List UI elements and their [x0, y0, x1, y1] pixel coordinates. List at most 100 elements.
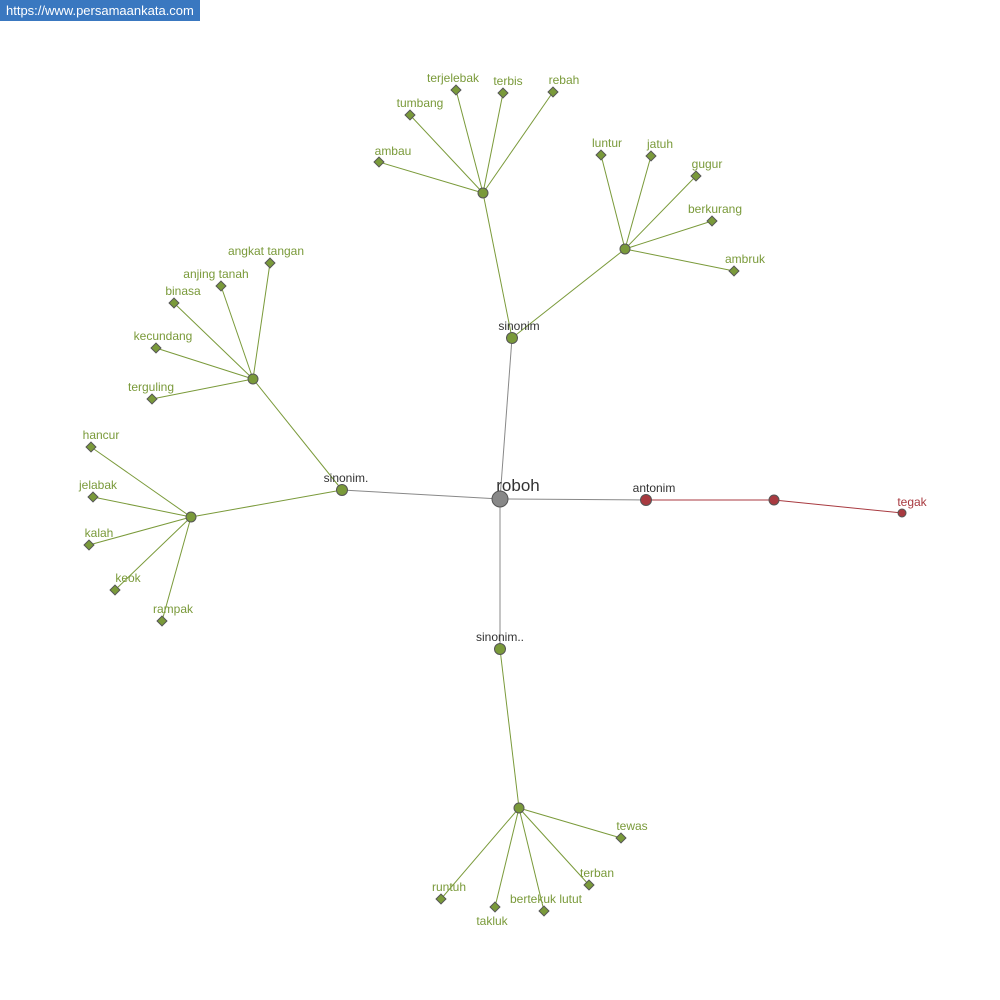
edge [482, 92, 504, 194]
edge [220, 285, 254, 380]
edge [440, 807, 520, 900]
word-node[interactable] [156, 615, 168, 627]
edge [341, 489, 501, 500]
edge [378, 161, 484, 194]
edge [161, 516, 192, 622]
edge [624, 248, 735, 272]
edge [90, 446, 192, 518]
edge [114, 516, 192, 591]
edge [600, 154, 626, 250]
edge [499, 337, 513, 500]
cluster-hub-node[interactable] [619, 243, 631, 255]
word-label[interactable]: tewas [616, 819, 647, 833]
cluster-hub-node[interactable] [477, 187, 489, 199]
synonym-group-node[interactable] [336, 484, 348, 496]
antonym-label[interactable]: antonim [633, 481, 676, 495]
edge [252, 378, 343, 491]
word-node[interactable] [645, 150, 657, 162]
synonym-group-label[interactable]: sinonim [498, 319, 539, 333]
word-node[interactable] [435, 893, 447, 905]
synonym-group-label[interactable]: sinonim.. [476, 630, 524, 644]
edge [518, 807, 622, 839]
word-node[interactable] [109, 584, 121, 596]
word-node[interactable] [146, 393, 158, 405]
word-label[interactable]: ambruk [725, 252, 766, 266]
edge [499, 648, 520, 809]
site-url-banner[interactable]: https://www.persamaankata.com [0, 0, 200, 21]
word-label[interactable]: berkurang [688, 202, 742, 216]
antonym-node[interactable] [640, 494, 652, 506]
edge [494, 807, 520, 908]
word-node[interactable] [87, 491, 99, 503]
word-label[interactable]: terjelebak [427, 71, 480, 85]
word-node[interactable] [595, 149, 607, 161]
word-node[interactable] [215, 280, 227, 292]
word-label[interactable]: tumbang [397, 96, 444, 110]
word-node[interactable] [583, 879, 595, 891]
word-node[interactable] [168, 297, 180, 309]
cluster-hub-node[interactable] [247, 373, 259, 385]
edge [499, 498, 647, 501]
edge [88, 516, 192, 546]
word-label[interactable]: terbis [493, 74, 522, 88]
word-label[interactable]: kalah [85, 526, 114, 540]
edge [624, 220, 713, 250]
word-label[interactable]: binasa [165, 284, 201, 298]
word-label[interactable]: kecundang [134, 329, 193, 343]
edge [624, 155, 652, 250]
word-label[interactable]: bertekuk lutut [510, 892, 583, 906]
word-node[interactable] [264, 257, 276, 269]
word-node[interactable] [728, 265, 740, 277]
word-node[interactable] [150, 342, 162, 354]
word-node[interactable] [690, 170, 702, 182]
edge [155, 347, 254, 380]
word-label[interactable]: hancur [83, 428, 120, 442]
word-node[interactable] [85, 441, 97, 453]
cluster-hub-node[interactable] [185, 511, 197, 523]
edge [511, 248, 626, 339]
synonym-group-node[interactable] [506, 332, 518, 344]
word-label[interactable]: jatuh [646, 137, 673, 151]
word-label[interactable]: terguling [128, 380, 174, 394]
word-node[interactable] [615, 832, 627, 844]
word-node[interactable] [547, 86, 559, 98]
word-label[interactable]: rampak [153, 602, 194, 616]
word-label[interactable]: anjing tanah [183, 267, 248, 281]
cluster-hub-node[interactable] [513, 802, 525, 814]
word-node[interactable] [897, 508, 907, 518]
root-node[interactable] [491, 490, 509, 508]
word-node[interactable] [83, 539, 95, 551]
word-label[interactable]: jelabak [78, 478, 118, 492]
edge [482, 91, 554, 194]
edge [624, 175, 697, 250]
word-label[interactable]: ambau [375, 144, 412, 158]
word-label[interactable]: runtuh [432, 880, 466, 894]
edge [92, 496, 192, 518]
edge [773, 499, 903, 514]
edge [409, 114, 484, 194]
word-node[interactable] [538, 905, 550, 917]
word-label[interactable]: keok [115, 571, 141, 585]
edge [482, 192, 513, 339]
word-label[interactable]: tegak [897, 495, 927, 509]
word-node[interactable] [450, 84, 462, 96]
word-label[interactable]: luntur [592, 136, 622, 150]
word-node[interactable] [404, 109, 416, 121]
word-node[interactable] [706, 215, 718, 227]
word-node[interactable] [489, 901, 501, 913]
edge [173, 302, 254, 380]
synonym-group-node[interactable] [494, 643, 506, 655]
word-label[interactable]: terban [580, 866, 614, 880]
word-label[interactable]: rebah [549, 73, 580, 87]
word-node[interactable] [497, 87, 509, 99]
edge [252, 262, 271, 380]
synonym-group-label[interactable]: sinonim. [324, 471, 369, 485]
root-label[interactable]: roboh [496, 476, 539, 495]
word-label[interactable]: takluk [476, 914, 508, 928]
word-node[interactable] [373, 156, 385, 168]
edge [518, 807, 545, 912]
antonym-hub-node[interactable] [768, 494, 780, 506]
word-label[interactable]: gugur [692, 157, 723, 171]
word-label[interactable]: angkat tangan [228, 244, 304, 258]
